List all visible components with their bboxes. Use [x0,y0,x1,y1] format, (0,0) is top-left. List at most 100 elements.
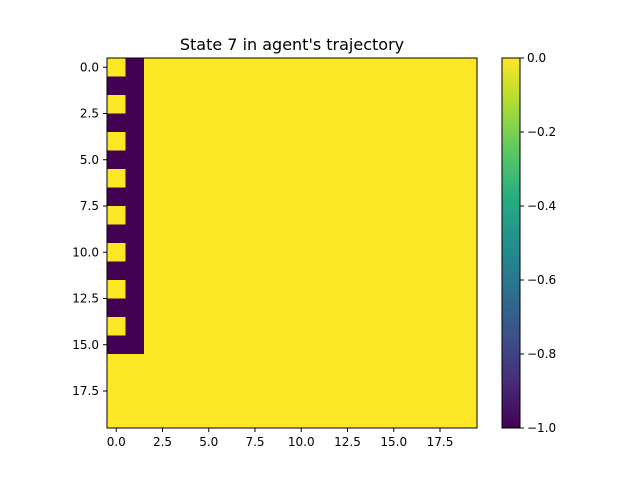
heatmap-cell [347,150,367,170]
heatmap-cell [236,298,256,318]
heatmap-cell [125,317,145,336]
heatmap-cell [255,335,274,355]
heatmap-cell [458,372,478,392]
heatmap-cell [440,280,459,299]
heatmap-cell [403,372,422,392]
heatmap-cell [181,372,200,392]
heatmap-cell [273,95,293,114]
heatmap-cell [125,243,145,262]
heatmap-cell [403,95,422,114]
heatmap-cell [236,95,256,114]
heatmap-cell [218,95,237,114]
heatmap-cell [181,391,200,410]
heatmap-cell [236,224,256,244]
heatmap-cell [162,409,182,429]
heatmap-cell [255,354,274,373]
heatmap-cell [107,409,126,429]
heatmap-cell [310,372,330,392]
heatmap-cell [366,409,385,429]
heatmap-cell [236,187,256,207]
heatmap-cell [458,169,478,188]
heatmap-cell [107,187,126,207]
heatmap-cell [255,391,274,410]
heatmap-cell [218,132,237,151]
heatmap-cell [440,169,459,188]
heatmap-cell [181,58,200,77]
heatmap-cell [440,354,459,373]
heatmap-cell [218,298,237,318]
heatmap-cell [236,113,256,133]
heatmap-cell [236,169,256,188]
x-tick-label: 5.0 [199,435,218,449]
heatmap-cell [403,113,422,133]
heatmap-cell [440,58,459,77]
heatmap-cell [292,150,311,170]
heatmap-cell [310,169,330,188]
heatmap-cell [310,58,330,77]
heatmap-cell [440,132,459,151]
heatmap-cell [236,335,256,355]
heatmap-cell [421,224,441,244]
heatmap-cell [162,261,182,281]
heatmap-cell [181,113,200,133]
heatmap-cell [347,280,367,299]
heatmap-cell [273,187,293,207]
heatmap-cell [181,243,200,262]
heatmap-cell [347,243,367,262]
heatmap-cell [125,76,145,96]
heatmap-cell [236,76,256,96]
heatmap-cell [236,132,256,151]
colorbar-tick-label: −1.0 [527,421,556,435]
heatmap-cell [458,409,478,429]
x-tick-label: 12.5 [334,435,361,449]
heatmap-cell [144,372,163,392]
heatmap-cell [329,243,348,262]
heatmap-cell [403,150,422,170]
heatmap-cell [273,132,293,151]
colorbar [502,58,520,428]
heatmap-cell [273,280,293,299]
heatmap-cell [366,187,385,207]
heatmap-cell [125,95,145,114]
heatmap-cell [403,76,422,96]
heatmap-cell [329,280,348,299]
heatmap-cell [310,113,330,133]
heatmap-cell [347,95,367,114]
heatmap-cell [403,335,422,355]
heatmap-cell [107,76,126,96]
heatmap-cell [144,391,163,410]
heatmap-cell [366,132,385,151]
heatmap-cell [421,261,441,281]
heatmap-cell [125,409,145,429]
colorbar-frame [501,57,521,429]
heatmap-cell [292,298,311,318]
heatmap-cell [107,372,126,392]
heatmap-cell [403,317,422,336]
x-tick-label: 2.5 [153,435,172,449]
heatmap-cell [199,372,219,392]
heatmap-cell [125,372,145,392]
heatmap-cell [218,58,237,77]
heatmap-cell [181,206,200,225]
heatmap-cell [421,187,441,207]
heatmap-cell [255,132,274,151]
y-tick-label: 5.0 [80,153,99,167]
heatmap-cell [310,391,330,410]
heatmap-cell [236,391,256,410]
heatmap-cell [162,243,182,262]
x-tick-label: 17.5 [427,435,454,449]
heatmap-cell [199,224,219,244]
heatmap-cell [292,169,311,188]
heatmap-cell [384,224,404,244]
heatmap-cell [440,150,459,170]
heatmap-cell [384,354,404,373]
heatmap-cell [125,113,145,133]
heatmap-cell [440,298,459,318]
heatmap-cell [273,224,293,244]
heatmap-cell [125,132,145,151]
heatmap-cell [310,243,330,262]
heatmap-cell [199,113,219,133]
heatmap-cell [125,150,145,170]
heatmap-cell [403,224,422,244]
